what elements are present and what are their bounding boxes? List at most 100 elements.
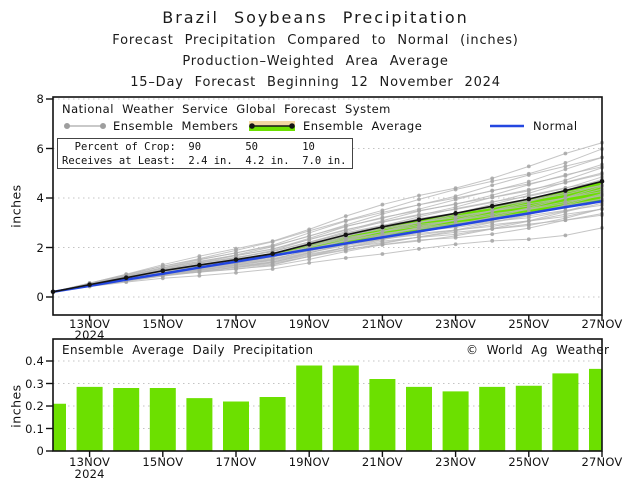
ensemble-members-glyph (64, 123, 106, 129)
ensemble-member-dot (526, 223, 531, 228)
ensemble-member-dot (526, 218, 531, 223)
ensemble-average-dot (489, 203, 495, 209)
ensemble-member-dot (380, 202, 385, 207)
top-chart-border (52, 96, 603, 316)
daily-precip-bar (479, 386, 506, 451)
legend-normal-label: Normal (533, 119, 578, 133)
ensemble-member-line (52, 227, 603, 293)
ensemble-member-dot (490, 238, 495, 243)
ensemble-average-dot (306, 241, 312, 247)
ensemble-member-dot (526, 204, 531, 208)
ensemble-member-dot (307, 260, 312, 265)
title-block: Brazil Soybeans Precipitation Forecast P… (0, 0, 631, 90)
ensemble-member-dot (417, 247, 421, 251)
ensemble-member-dot (490, 224, 495, 229)
daily-precip-bar (515, 385, 542, 451)
ensemble-average-dot (416, 217, 422, 223)
ensemble-member-dot (417, 213, 421, 218)
daily-precip-bar (552, 373, 579, 451)
ensemble-member-dot (343, 256, 348, 260)
ensemble-member-dot (307, 257, 312, 262)
bottom-chart-header: Ensemble Average Daily Precipitation (62, 343, 314, 357)
ensemble-member-dot (453, 242, 458, 247)
daily-precip-bar (406, 386, 432, 451)
ensemble-average-dot (233, 257, 239, 262)
daily-precip-bar (149, 388, 176, 451)
ensemble-member-dot (417, 224, 421, 229)
ensemble-member-dot (453, 215, 458, 220)
ensemble-member-line (52, 142, 603, 293)
ensemble-member-dot (343, 214, 348, 219)
ensemble-member-dot (453, 186, 458, 191)
ensemble-average-dot (87, 282, 92, 287)
ensemble-member-dot (563, 178, 568, 183)
model-source-label: National Weather Service Global Forecast… (62, 102, 391, 116)
copyright-label: © World Ag Weather (466, 343, 610, 357)
daily-precip-bar (442, 391, 469, 451)
daily-precip-bar (296, 365, 323, 451)
ensemble-member-dot (453, 205, 458, 209)
ensemble-member-dot (453, 194, 458, 199)
ensemble-member-dot (417, 207, 421, 212)
daily-precip-bar (76, 386, 103, 451)
daily-precip-bar (186, 398, 213, 451)
ensemble-average-dot (197, 262, 202, 268)
bottom-chart-border (52, 338, 603, 452)
ensemble-member-dot (197, 254, 202, 259)
ensemble-member-dot (380, 208, 385, 213)
daily-precip-bar (113, 388, 140, 451)
ensemble-member-dot (343, 218, 348, 223)
ensemble-member-dot (234, 251, 238, 255)
ensemble-member-dot (307, 227, 312, 232)
ensemble-average-dot (270, 251, 275, 256)
ensemble-member-line (52, 167, 603, 293)
ensemble-member-dot (563, 167, 568, 172)
ensemble-member-dot (270, 267, 275, 271)
ensemble-member-dot (563, 233, 568, 238)
subtitle-comparison: Forecast Precipitation Compared to Norma… (112, 33, 519, 48)
ensemble-member-dot (417, 202, 421, 207)
ensemble-member-dot (490, 193, 495, 198)
subtitle-area-average: Production–Weighted Area Average (182, 54, 449, 69)
ensemble-member-dot (453, 232, 458, 237)
ensemble-member-line (52, 148, 603, 293)
ensemble-average-dot (160, 268, 166, 274)
ensemble-member-dot (526, 164, 531, 169)
legend-ensemble-average-label: Ensemble Average (303, 119, 423, 133)
ensemble-member-dot (270, 243, 275, 248)
ensemble-member-dot (563, 192, 568, 197)
ensemble-member-dot (490, 183, 495, 188)
ensemble-member-dot (526, 215, 531, 220)
ensemble-average-dot (343, 232, 349, 238)
subtitle-forecast-period: 15–Day Forecast Beginning 12 November 20… (130, 75, 501, 90)
ensemble-member-dot (563, 201, 568, 206)
ensemble-member-dot (563, 164, 568, 169)
daily-precip-bar (369, 379, 396, 451)
ensemble-member-dot (234, 246, 238, 251)
ensemble-member-dot (453, 202, 458, 207)
percent-of-crop-box: Percent of Crop: 90 50 10 Receives at Le… (57, 138, 353, 169)
top-yaxis-title: inches (8, 184, 24, 228)
ensemble-member-dot (490, 232, 495, 237)
ensemble-member-dot (563, 214, 568, 219)
ensemble-member-dot (490, 213, 495, 218)
ensemble-member-dot (270, 239, 275, 244)
ensemble-member-dot (526, 237, 531, 242)
ensemble-member-dot (490, 189, 495, 193)
ensemble-average-dot (123, 275, 129, 280)
receives-at-least-line: Receives at Least: 2.4 in. 4.2 in. 7.0 i… (62, 155, 347, 167)
ensemble-member-dot (490, 176, 495, 181)
ensemble-member-dot (490, 179, 495, 184)
ensemble-member-dot (563, 151, 568, 156)
daily-precip-bar (223, 401, 249, 451)
daily-precip-bar (332, 365, 359, 451)
ensemble-member-dot (563, 174, 568, 178)
ensemble-member-dot (380, 232, 385, 237)
ensemble-member-dot (490, 200, 495, 205)
ensemble-member-dot (490, 208, 495, 213)
ensemble-member-dot (526, 226, 531, 231)
ensemble-member-dot (234, 270, 238, 275)
ensemble-member-dot (563, 161, 568, 165)
ensemble-member-dot (343, 237, 348, 241)
